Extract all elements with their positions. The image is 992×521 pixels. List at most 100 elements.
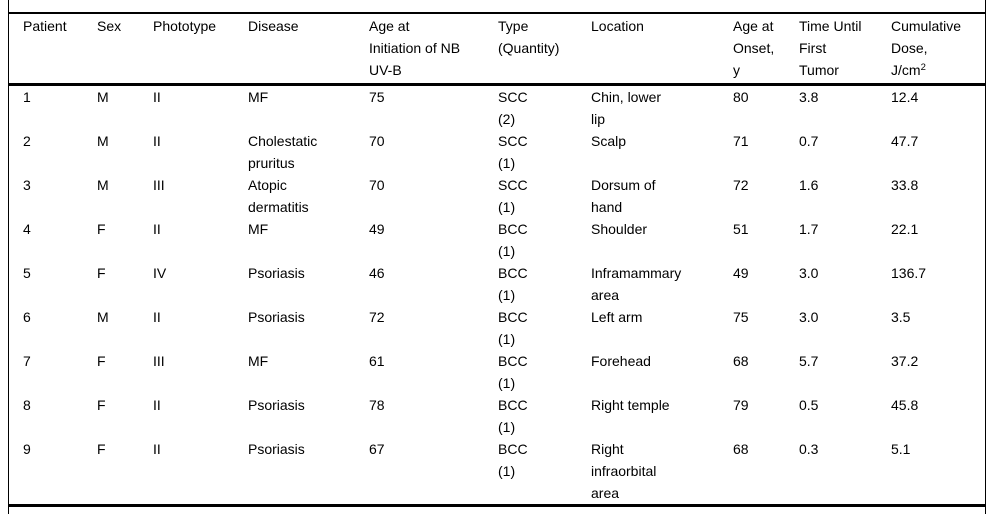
- cell-phototype: IV: [153, 264, 167, 281]
- cell-age-initiation: 67: [369, 440, 385, 457]
- cell-type-quantity: SCC (2): [498, 88, 528, 127]
- table-header: Patient Sex Phototype Disease Age at Ini…: [9, 13, 985, 86]
- table-row: 5 F IV Psoriasis 46 BCC (1) Inframammary…: [9, 262, 985, 306]
- cell-type-quantity: SCC (1): [498, 132, 528, 171]
- cell-phototype: II: [153, 440, 161, 457]
- cell-location: Shoulder: [591, 220, 648, 237]
- cell-sex: M: [97, 308, 109, 325]
- cell-sex: M: [97, 132, 109, 149]
- cell-age-onset: 71: [733, 132, 749, 149]
- cell-sex: F: [97, 440, 106, 457]
- cell-phototype: II: [153, 88, 161, 105]
- cell-age-onset: 68: [733, 440, 749, 457]
- column-header-patient: Patient: [9, 13, 83, 86]
- cell-time-until-first-tumor: 3.0: [799, 264, 819, 281]
- table-row: 7 F III MF 61 BCC (1) Forehead 68 5.7 37…: [9, 350, 985, 394]
- cell-time-until-first-tumor: 0.3: [799, 440, 819, 457]
- cell-sex: F: [97, 352, 106, 369]
- column-header-sex: Sex: [83, 13, 139, 86]
- table-row: 6 M II Psoriasis 72 BCC (1) Left arm 75 …: [9, 306, 985, 350]
- cell-phototype: II: [153, 396, 161, 413]
- cell-sex: F: [97, 396, 106, 413]
- cumulative-dose-label: Cumulative Dose, J/cm: [891, 18, 962, 78]
- cell-disease: MF: [248, 352, 269, 369]
- cell-disease: MF: [248, 88, 269, 105]
- patient-table-frame: Patient Sex Phototype Disease Age at Ini…: [8, 0, 986, 514]
- cell-location: Right infraorbital area: [591, 440, 657, 501]
- cell-time-until-first-tumor: 1.6: [799, 176, 819, 193]
- cell-time-until-first-tumor: 5.7: [799, 352, 819, 369]
- cell-age-initiation: 61: [369, 352, 385, 369]
- cell-time-until-first-tumor: 3.8: [799, 88, 819, 105]
- cell-type-quantity: BCC (1): [498, 352, 528, 391]
- cell-type-quantity: BCC (1): [498, 440, 528, 479]
- column-header-time-until-first-tumor: Time Until First Tumor: [785, 13, 877, 86]
- cell-patient: 3: [23, 176, 31, 193]
- patient-characteristics-table: Patient Sex Phototype Disease Age at Ini…: [9, 12, 985, 507]
- cell-sex: F: [97, 264, 106, 281]
- cell-time-until-first-tumor: 1.7: [799, 220, 819, 237]
- table-row: 2 M II Cholestatic pruritus 70 SCC (1) S…: [9, 130, 985, 174]
- cell-cumulative-dose: 45.8: [891, 396, 919, 413]
- table-row: 8 F II Psoriasis 78 BCC (1) Right temple…: [9, 394, 985, 438]
- cell-type-quantity: SCC (1): [498, 176, 528, 215]
- cell-location: Scalp: [591, 132, 627, 149]
- cell-sex: M: [97, 176, 109, 193]
- column-header-disease: Disease: [234, 13, 355, 86]
- cell-disease: Psoriasis: [248, 440, 305, 457]
- table-row: 9 F II Psoriasis 67 BCC (1) Right infrao…: [9, 438, 985, 506]
- cell-location: Left arm: [591, 308, 643, 325]
- cell-location: Dorsum of hand: [591, 176, 656, 215]
- column-header-cumulative-dose: Cumulative Dose, J/cm2: [877, 13, 985, 86]
- dose-unit-superscript: 2: [920, 62, 926, 73]
- cell-age-onset: 79: [733, 396, 749, 413]
- cell-patient: 2: [23, 132, 31, 149]
- cell-disease: Psoriasis: [248, 308, 305, 325]
- cell-location: Forehead: [591, 352, 651, 369]
- cell-cumulative-dose: 3.5: [891, 308, 911, 325]
- cell-patient: 7: [23, 352, 31, 369]
- cell-location: Right temple: [591, 396, 670, 413]
- cell-phototype: II: [153, 220, 161, 237]
- cell-age-onset: 75: [733, 308, 749, 325]
- cell-age-onset: 49: [733, 264, 749, 281]
- cell-location: Chin, lower lip: [591, 88, 662, 127]
- cell-disease: Atopic dermatitis: [248, 176, 309, 215]
- cell-phototype: III: [153, 176, 165, 193]
- cell-age-initiation: 72: [369, 308, 385, 325]
- cell-cumulative-dose: 37.2: [891, 352, 919, 369]
- cell-disease: Psoriasis: [248, 396, 305, 413]
- cell-age-initiation: 70: [369, 132, 385, 149]
- cell-cumulative-dose: 5.1: [891, 440, 911, 457]
- cell-patient: 9: [23, 440, 31, 457]
- cell-type-quantity: BCC (1): [498, 396, 528, 435]
- cell-age-onset: 51: [733, 220, 749, 237]
- table-row: 4 F II MF 49 BCC (1) Shoulder 51 1.7 22.…: [9, 218, 985, 262]
- cell-disease: Psoriasis: [248, 264, 305, 281]
- cell-phototype: II: [153, 132, 161, 149]
- table-row: 1 M II MF 75 SCC (2) Chin, lower lip 80 …: [9, 84, 985, 130]
- cell-cumulative-dose: 12.4: [891, 88, 919, 105]
- cell-type-quantity: BCC (1): [498, 220, 528, 259]
- cell-patient: 6: [23, 308, 31, 325]
- cell-age-initiation: 70: [369, 176, 385, 193]
- cell-type-quantity: BCC (1): [498, 264, 528, 303]
- column-header-age-onset: Age at Onset, y: [719, 13, 785, 86]
- cell-age-onset: 72: [733, 176, 749, 193]
- cell-age-onset: 80: [733, 88, 749, 105]
- column-header-location: Location: [577, 13, 719, 86]
- cell-cumulative-dose: 47.7: [891, 132, 919, 149]
- cell-cumulative-dose: 136.7: [891, 264, 927, 281]
- cell-location: Inframammary area: [591, 264, 682, 303]
- header-row: Patient Sex Phototype Disease Age at Ini…: [9, 13, 985, 86]
- cell-cumulative-dose: 33.8: [891, 176, 919, 193]
- column-header-phototype: Phototype: [139, 13, 234, 86]
- cell-sex: M: [97, 88, 109, 105]
- cell-patient: 8: [23, 396, 31, 413]
- table-row: 3 M III Atopic dermatitis 70 SCC (1) Dor…: [9, 174, 985, 218]
- column-header-age-initiation: Age at Initiation of NB UV-B: [355, 13, 484, 86]
- cell-disease: MF: [248, 220, 269, 237]
- cell-age-initiation: 78: [369, 396, 385, 413]
- cell-age-initiation: 46: [369, 264, 385, 281]
- cell-patient: 4: [23, 220, 31, 237]
